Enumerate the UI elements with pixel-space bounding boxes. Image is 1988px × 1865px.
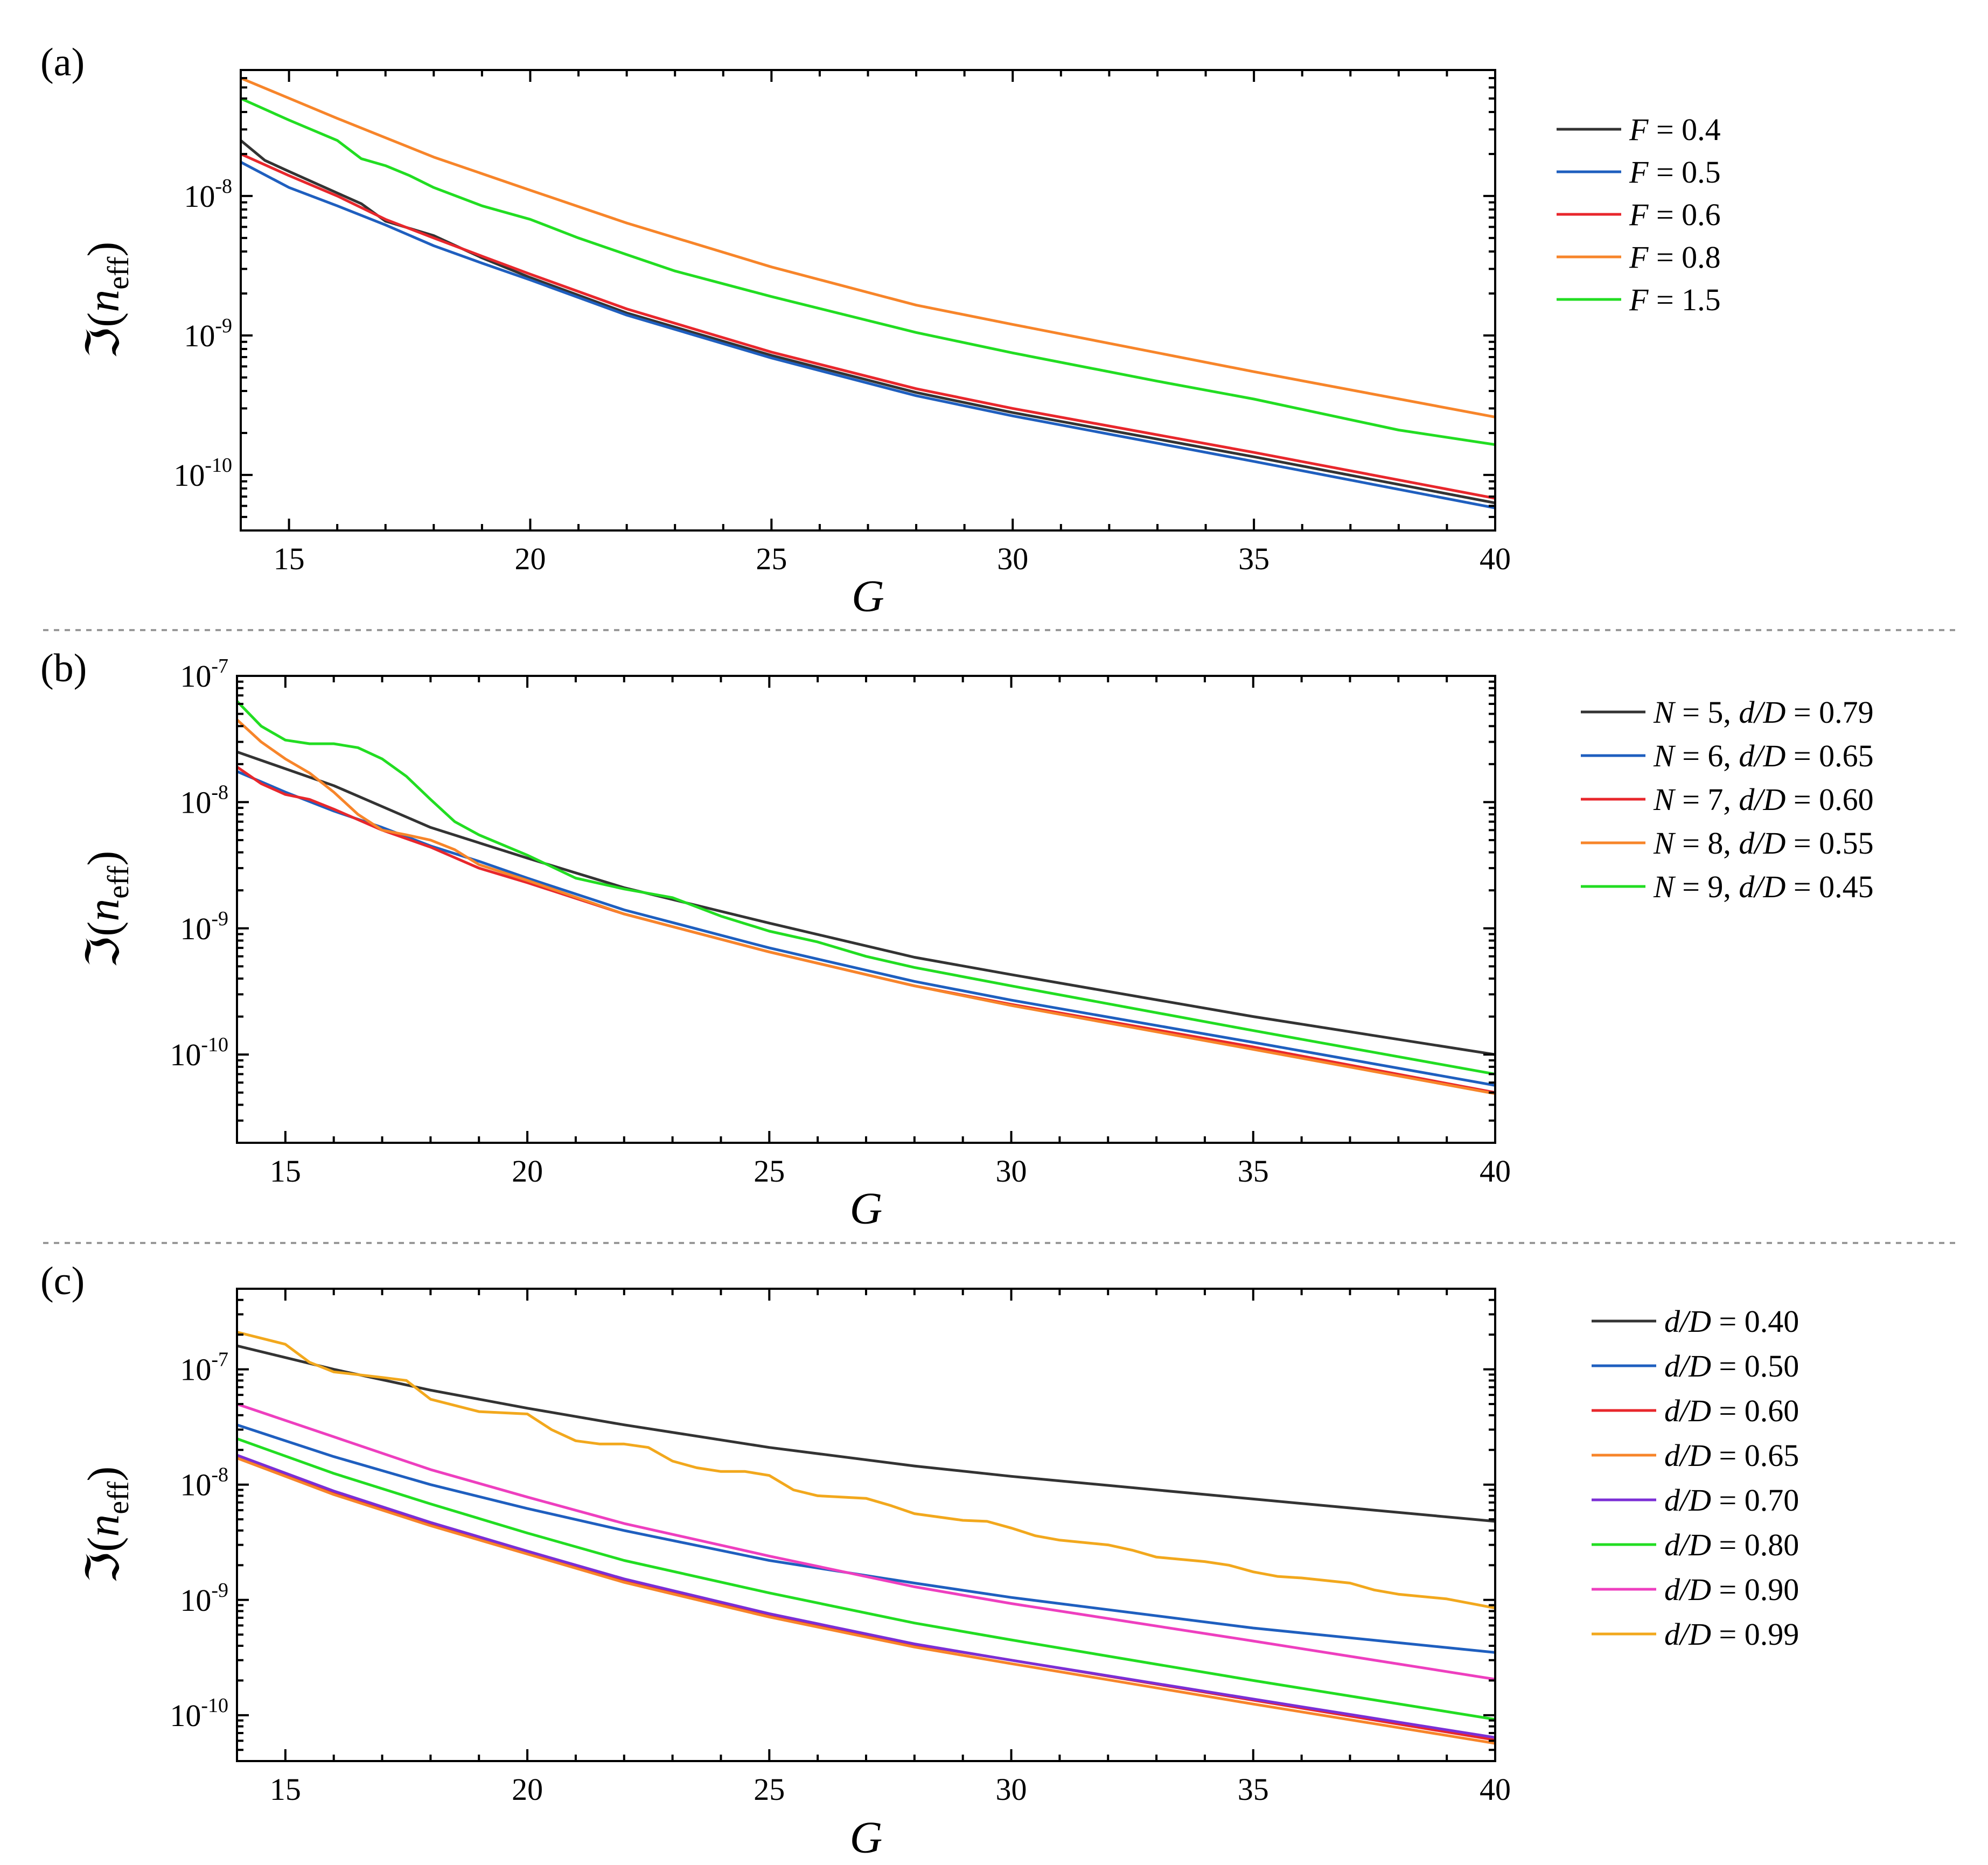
y-tick-label: 10-9 [180, 907, 228, 946]
legend-label: N = 9, d/D = 0.45 [1653, 869, 1874, 904]
x-tick-label: 40 [1480, 1772, 1511, 1807]
series-line [241, 139, 1495, 505]
x-tick-label: 15 [270, 1772, 301, 1807]
legend-label: F = 0.8 [1629, 240, 1721, 275]
legend-label: d/D = 0.80 [1664, 1527, 1799, 1562]
y-tick-label: 10-9 [180, 1579, 228, 1618]
x-tick-label: 30 [996, 1772, 1027, 1807]
y-tick-label: 10-10 [173, 454, 232, 493]
y-tick-label: 10-10 [170, 1033, 228, 1072]
panel-b: 15 20 25 30 35 40 10-10 10-9 10-8 10-7 (b) G ℑ(neff)… [40, 646, 1874, 1234]
series-line [237, 1331, 1495, 1610]
x-tick-label: 30 [997, 541, 1028, 576]
legend-label: d/D = 0.65 [1664, 1438, 1799, 1473]
x-tick-label: 25 [754, 1154, 785, 1189]
series-line [241, 152, 1495, 500]
series-line [241, 97, 1495, 446]
x-tick-label: 15 [274, 541, 305, 576]
y-tick-label: 10-10 [170, 1694, 228, 1733]
panel-label: (c) [40, 1259, 85, 1303]
legend-label: d/D = 0.60 [1664, 1393, 1799, 1428]
legend-label: d/D = 0.40 [1664, 1304, 1799, 1339]
panel-c: 15 20 25 30 35 40 10-10 10-9 10-8 10-7 (c) G ℑ(neff)… [40, 1259, 1799, 1863]
y-tick-label: 10-8 [180, 1464, 228, 1503]
series-line [237, 770, 1495, 1087]
x-axis-label: G [850, 1184, 883, 1234]
x-tick-label: 35 [1238, 1772, 1269, 1807]
legend-label: F = 0.6 [1629, 197, 1721, 232]
legend-label: N = 8, d/D = 0.55 [1653, 826, 1874, 861]
x-axis-label: G [852, 571, 884, 621]
legend-label: d/D = 0.99 [1664, 1617, 1799, 1652]
series-line [237, 1454, 1495, 1739]
legend-label: N = 6, d/D = 0.65 [1653, 738, 1874, 773]
x-tick-label: 40 [1480, 541, 1511, 576]
x-tick-label: 15 [270, 1154, 301, 1189]
y-axis-label: ℑ(neff) [79, 242, 135, 359]
legend: N = 5, d/D = 0.79 N = 6, d/D = 0.65 N = 7,… [1581, 695, 1874, 904]
y-tick-label: 10-7 [180, 655, 228, 694]
x-tick-label: 35 [1238, 541, 1269, 576]
legend-label: N = 7, d/D = 0.60 [1653, 782, 1874, 817]
series-line [241, 76, 1495, 418]
x-tick-label: 40 [1480, 1154, 1511, 1189]
series-line [237, 700, 1495, 1075]
legend-label: d/D = 0.90 [1664, 1572, 1799, 1607]
y-tick-label: 10-8 [184, 175, 232, 214]
series-line [241, 160, 1495, 509]
series-line [237, 750, 1495, 1056]
x-axis-label: G [850, 1813, 883, 1863]
legend-label: F = 0.5 [1629, 155, 1721, 190]
legend-label: d/D = 0.50 [1664, 1349, 1799, 1384]
legend-label: F = 1.5 [1629, 282, 1721, 317]
series-line [237, 1423, 1495, 1654]
series-line [237, 718, 1495, 1095]
panel-a: 15 20 25 30 35 40 10-10 10-9 10-8 (a) G ℑ(neff) F = … [40, 40, 1721, 621]
series-line [237, 1437, 1495, 1721]
legend: F = 0.4 F = 0.5 F = 0.6 F = 0.8 F = 1.5 [1557, 112, 1721, 317]
series-line [237, 1402, 1495, 1681]
series-line [237, 1457, 1495, 1745]
y-axis-label: ℑ(neff) [79, 851, 135, 968]
series-group [241, 76, 1495, 509]
legend: d/D = 0.40 d/D = 0.50 d/D = 0.60 d/D = 0.65… [1592, 1304, 1799, 1652]
legend-label: F = 0.4 [1629, 112, 1721, 147]
legend-label: N = 5, d/D = 0.79 [1653, 695, 1874, 730]
x-tick-label: 35 [1238, 1154, 1269, 1189]
legend-label: d/D = 0.70 [1664, 1483, 1799, 1518]
y-tick-label: 10-8 [180, 781, 228, 820]
x-tick-label: 20 [512, 1154, 543, 1189]
y-tick-label: 10-7 [180, 1349, 228, 1387]
x-tick-label: 25 [754, 1772, 785, 1807]
x-tick-label: 20 [512, 1772, 543, 1807]
series-group [237, 700, 1495, 1095]
y-tick-label: 10-9 [184, 315, 232, 353]
x-tick-label: 30 [996, 1154, 1027, 1189]
panel-label: (a) [40, 40, 85, 85]
x-tick-label: 25 [756, 541, 787, 576]
y-axis-label: ℑ(neff) [79, 1466, 135, 1584]
series-group [237, 1331, 1495, 1745]
x-tick-label: 20 [514, 541, 546, 576]
series-line [237, 1344, 1495, 1523]
panel-label: (b) [40, 646, 87, 690]
